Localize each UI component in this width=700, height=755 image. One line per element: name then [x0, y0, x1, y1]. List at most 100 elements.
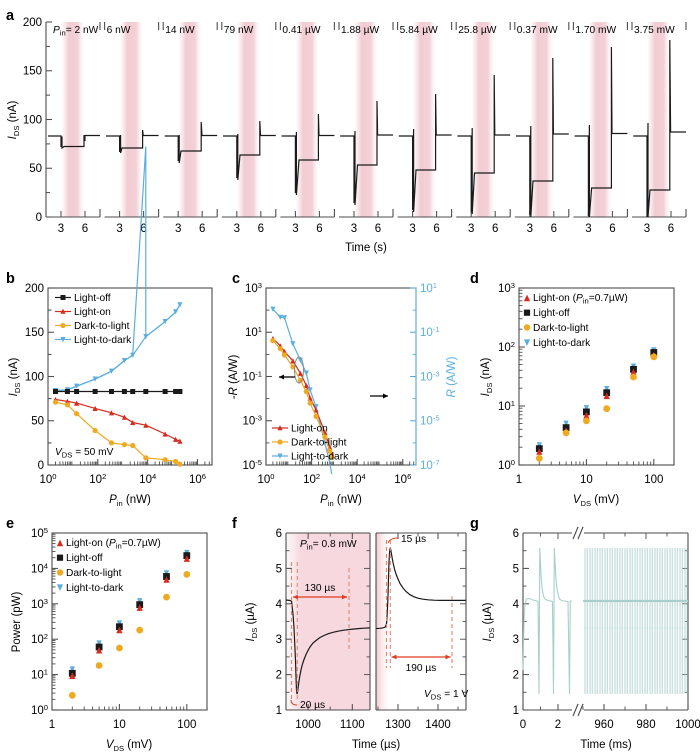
panel-g-ytick: 2	[513, 670, 519, 682]
panel-a-xlabel: Time (s)	[345, 242, 387, 254]
panel-c-ytick: 10-5	[242, 458, 262, 472]
panel-a-sublabel-7: 25.8 µW	[458, 25, 497, 36]
panel-d-legend-item-2: Dark-to-light	[533, 323, 589, 334]
panel-f-xticks: 1000 1100 1300 1400	[285, 533, 459, 731]
panel-c-letter: c	[232, 271, 240, 287]
panel-a-xtick: 3	[234, 223, 240, 235]
panel-c-yticks-right: 10-7 10-5 10-3 10-1 101	[410, 281, 440, 472]
panel-f-ytick: 2	[276, 670, 282, 682]
panel-c-ylabel-right: R (A/W)	[446, 356, 458, 397]
svg-text:-R (A/W): -R (A/W)	[228, 354, 240, 399]
panel-a-xtick: 6	[609, 223, 615, 235]
panel-a-xtick: 6	[140, 223, 146, 235]
panel-f-ylabel: IDS (µA)	[245, 602, 259, 641]
panel-a-sublabel-1: 6 nW	[107, 25, 131, 36]
panel-g-ytick: 3	[513, 634, 519, 646]
panel-c-axis-guide-ellipse	[294, 356, 304, 384]
panel-e-yticks: 100 101 102 103 104 105	[31, 526, 58, 717]
panel-d-ylabel: IDS (nA)	[480, 357, 494, 396]
panel-b-xtick-3: 106	[189, 472, 206, 486]
svg-text:130 µs: 130 µs	[305, 583, 336, 594]
panel-a-xtick: 6	[492, 223, 498, 235]
panel-g-ytick: 1	[513, 705, 519, 717]
panel-a-sublabel-8: 0.37 mW	[517, 25, 558, 36]
panel-g-letter: g	[470, 516, 479, 532]
panel-f-xtick: 1000	[295, 719, 321, 731]
panel-c-legend-item: Light-to-dark	[291, 452, 349, 463]
panel-c-ytick: 10-3	[242, 414, 262, 428]
panel-c-ytick-right: 10-5	[420, 414, 440, 428]
panel-d-legend-item-0: Light-on (Pin=0.7µW)	[533, 293, 628, 306]
panel-a-sublabel-6: 5.84 µW	[400, 25, 439, 36]
panel-c-ytick-right: 10-7	[420, 458, 440, 472]
panel-d-series-dark-to-light	[535, 353, 658, 462]
panel-f-ytick: 6	[276, 528, 282, 540]
panel-d-series-light-off	[535, 349, 658, 452]
panel-b-legend-item: Light-to-dark	[74, 335, 132, 346]
panel-e-xticks: 1 10 100	[49, 704, 208, 731]
panel-c-series-light-to-dark	[270, 306, 333, 475]
panel-e-xtick: 100	[177, 719, 196, 731]
panel-a-xtick: 6	[199, 223, 205, 235]
panel-g-ytick: 5	[513, 563, 519, 575]
panel-a-sublabel-3: 79 nW	[224, 25, 254, 36]
panel-c-ylabel-left: -R (A/W)	[228, 354, 240, 399]
panel-b-ytick: 50	[31, 416, 44, 428]
panel-a-ylabel: IDS (nA)	[7, 100, 21, 139]
svg-text:20 µs: 20 µs	[300, 700, 325, 711]
panel-f-xtick: 1400	[425, 719, 451, 731]
panel-e-legend: Light-on (Pin=0.7µW) Light-off Dark-to-l…	[56, 538, 161, 594]
panel-c-right-arrow-icon	[370, 393, 388, 399]
panel-a-yticks: 0 50 100 150 200	[23, 17, 52, 224]
panel-g-ytick: 6	[513, 528, 519, 540]
panel-b-xticks: 100 102 104 106	[39, 459, 210, 486]
panel-a-subplot-10: 3 6 3.75 mW	[631, 22, 687, 235]
panel-a-subplot-5: 3 6 1.88 µW	[338, 22, 394, 235]
panel-b-ytick: 150	[25, 327, 44, 339]
panel-g-xtick: 980	[636, 719, 655, 731]
panel-g-xtick: 0	[520, 719, 526, 731]
panel-c-legend: Light-on Dark-to-light Light-to-dark	[272, 424, 349, 463]
panel-d-series-light-to-dark	[536, 347, 657, 449]
panel-d-xtick: 1	[516, 474, 522, 486]
panel-a-xtick: 3	[527, 223, 533, 235]
panel-f-ann-15us: 15 µs	[387, 534, 426, 545]
panel-a-ytick-200: 200	[23, 17, 42, 29]
panel-c-series-dark-to-light	[270, 338, 335, 461]
panel-f-ann-190us: 190 µs	[391, 654, 451, 674]
panel-e-legend-item-0: Light-on (Pin=0.7µW)	[66, 538, 161, 551]
svg-text:Power (pW): Power (pW)	[11, 591, 23, 652]
svg-text:190 µs: 190 µs	[406, 663, 437, 674]
panel-b-ytick: 0	[38, 460, 44, 472]
panel-e-series-dark-to-light	[68, 571, 191, 699]
panel-f-ann-vds: VDS = 1 V	[424, 689, 468, 702]
panel-e-letter: e	[6, 516, 14, 532]
panel-e-ytick: 100	[31, 703, 48, 717]
panel-b-ylabel: IDS (nA)	[8, 357, 22, 396]
panel-f-ann-130us: 130 µs	[293, 583, 347, 600]
svg-text:IDS (nA): IDS (nA)	[7, 100, 21, 139]
panel-c-xtick: 100	[257, 472, 274, 486]
panel-a-subplot-1: 3 6 6 nW	[104, 22, 160, 235]
panel-d-ytick: 100	[498, 458, 515, 472]
panel-a-ylabel-unit: (nA)	[7, 100, 19, 125]
panel-a-xtick: 3	[116, 223, 122, 235]
panel-c-ytick-right: 10-1	[420, 325, 440, 339]
svg-text:15 µs: 15 µs	[401, 534, 426, 545]
svg-text:IDS (nA): IDS (nA)	[8, 357, 22, 396]
panel-b-legend: Light-off Light-on Dark-to-light Light-t…	[55, 293, 132, 346]
svg-text:IDS (µA): IDS (µA)	[482, 602, 496, 641]
panel-g-xlabel: Time (ms)	[580, 739, 631, 751]
panel-e-xtick: 10	[113, 719, 126, 731]
svg-text:R (A/W): R (A/W)	[446, 356, 458, 397]
panel-b-ytick: 200	[25, 283, 44, 295]
panel-a-xtick: 3	[58, 223, 64, 235]
panel-d-ytick: 103	[498, 281, 515, 295]
panel-e-legend-item-3: Light-to-dark	[66, 583, 124, 594]
panel-c-ytick: 10-1	[242, 370, 262, 384]
panel-d-xlabel: VDS (mV)	[573, 494, 620, 508]
panel-c-ytick-right: 101	[420, 281, 437, 295]
panel-b-ytick: 100	[25, 372, 44, 384]
